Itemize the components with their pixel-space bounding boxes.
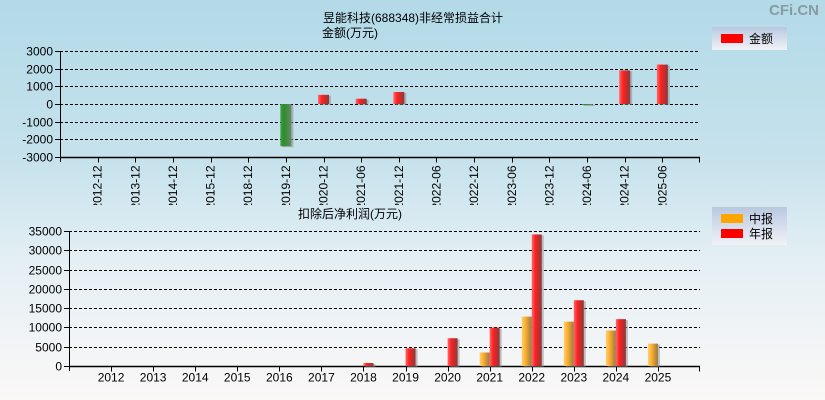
- x-tick-label: 2015-12: [204, 165, 218, 205]
- x-tick-label: 2024-12: [618, 165, 632, 205]
- legend-swatch-interim: [721, 214, 743, 223]
- x-tick-label: 2017: [308, 371, 335, 385]
- x-tick-label: 2020: [434, 371, 461, 385]
- legend-label-amount: 金额: [749, 32, 774, 46]
- y-tick-label: -1000: [22, 116, 53, 130]
- top-chart-plot: 3000 2000 1000 0 -1000 -2000 -3000 2012-12 2013-…: [22, 45, 700, 205]
- bar-中报-2023: [563, 321, 574, 366]
- y-tick-label: 3000: [26, 45, 53, 59]
- x-tick-label: 2018: [350, 371, 377, 385]
- y-tick-label: 20000: [29, 283, 63, 297]
- y-tick-label: 35000: [29, 225, 63, 239]
- y-tick-label: 10000: [29, 321, 63, 335]
- x-tick-label: 2021: [476, 371, 503, 385]
- legend-item-annual: 年报: [712, 226, 787, 241]
- y-tick-label: 5000: [35, 341, 62, 355]
- x-tick-label: 2013: [140, 371, 167, 385]
- legend-swatch-annual: [721, 229, 743, 238]
- legend-item-amount: 金额: [712, 31, 787, 46]
- bottom-chart-legend: 中报 年报: [712, 207, 787, 245]
- bar-中报-2021: [479, 352, 490, 366]
- x-tick-label: 2015: [224, 371, 251, 385]
- y-tick-label: 0: [46, 98, 53, 112]
- x-tick-label: 2023-06: [505, 165, 519, 205]
- bar-年报-2020: [447, 338, 458, 366]
- x-tick-label: 2024: [603, 371, 630, 385]
- x-tick-label: 2016: [266, 371, 293, 385]
- legend-item-interim: 中报: [712, 211, 787, 226]
- bar-中报-2024: [605, 330, 616, 366]
- bar-年报-2018: [363, 363, 374, 366]
- x-tick-label: 2014-12: [166, 165, 180, 205]
- top-chart-legend: 金额: [712, 27, 787, 50]
- y-tick-label: 15000: [29, 302, 63, 316]
- x-tick-label: 2021-12: [392, 165, 406, 205]
- bar-金额-2024-06: [581, 104, 593, 105]
- y-tick-label: 0: [55, 360, 62, 374]
- bar-金额-2021-12: [393, 91, 405, 104]
- x-tick-label: 2019: [392, 371, 419, 385]
- x-tick-label: 2025: [645, 371, 672, 385]
- bar-中报-2022: [521, 316, 532, 366]
- x-tick-label: 2025-06: [655, 165, 669, 205]
- bottom-chart-title: 扣除后净利润(万元): [298, 207, 402, 221]
- x-tick-label: 2018-12: [241, 165, 255, 205]
- y-tick-label: 2000: [26, 63, 53, 77]
- x-tick-label: 2021-06: [354, 165, 368, 205]
- bar-年报-2023: [573, 300, 584, 366]
- x-tick-label: 2022-06: [429, 165, 443, 205]
- bar-年报-2024: [615, 319, 626, 366]
- x-tick-label: 2023: [560, 371, 587, 385]
- y-tick-label: -2000: [22, 133, 53, 147]
- y-tick-label: 25000: [29, 264, 63, 278]
- bar-金额-2025-06: [656, 64, 668, 104]
- bar-年报-2022: [531, 234, 542, 366]
- x-tick-label: 2019-12: [279, 165, 293, 205]
- bar-金额-2020-12: [318, 94, 330, 104]
- bar-金额-2021-06: [355, 98, 367, 104]
- x-tick-label: 2023-12: [542, 165, 556, 205]
- bar-金额-2019-12: [280, 104, 292, 147]
- legend-swatch-amount: [721, 34, 743, 43]
- x-tick-label: 2022: [518, 371, 545, 385]
- watermark-logo: CFi.CN: [769, 2, 819, 19]
- top-chart-title: 昱能科技(688348)非经常损益合计: [323, 11, 504, 25]
- bar-年报-2019: [405, 348, 416, 366]
- bar-年报-2021: [489, 327, 500, 366]
- top-chart-subtitle: 金额(万元): [322, 26, 378, 40]
- x-tick-label: 2020-12: [317, 165, 331, 205]
- x-tick-label: 2022-12: [467, 165, 481, 205]
- legend-label-interim: 中报: [749, 212, 774, 226]
- x-tick-label: 2012: [98, 371, 125, 385]
- bar-中报-2025: [647, 343, 658, 366]
- x-tick-label: 2024-06: [580, 165, 594, 205]
- y-tick-label: 30000: [29, 244, 63, 258]
- y-tick-label: -3000: [22, 151, 53, 165]
- x-tick-label: 2012-12: [91, 165, 105, 205]
- x-tick-label: 2014: [182, 371, 209, 385]
- bar-金额-2024-12: [619, 70, 631, 104]
- x-tick-label: 2013-12: [128, 165, 142, 205]
- legend-label-annual: 年报: [749, 227, 774, 241]
- y-tick-label: 1000: [26, 80, 53, 94]
